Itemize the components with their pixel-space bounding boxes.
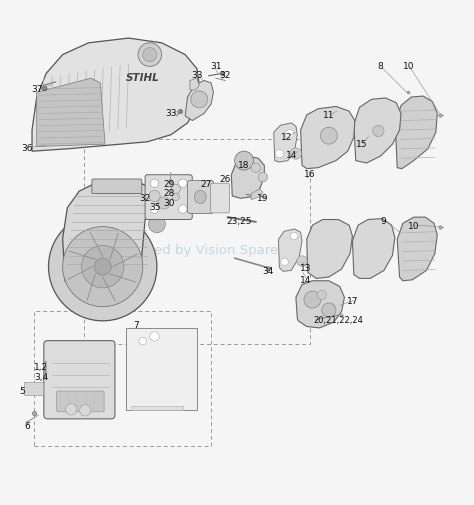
Text: 12: 12 bbox=[281, 132, 292, 141]
Text: 27: 27 bbox=[201, 180, 212, 189]
Polygon shape bbox=[36, 78, 105, 146]
Polygon shape bbox=[278, 229, 302, 271]
Text: 15: 15 bbox=[356, 139, 368, 148]
Bar bbox=[24, 382, 43, 395]
Text: 29: 29 bbox=[163, 180, 174, 189]
Circle shape bbox=[373, 125, 384, 136]
Text: 37: 37 bbox=[31, 85, 43, 94]
Circle shape bbox=[297, 256, 307, 266]
Polygon shape bbox=[63, 182, 152, 297]
Polygon shape bbox=[397, 217, 438, 281]
Polygon shape bbox=[251, 189, 263, 199]
Text: 32: 32 bbox=[219, 71, 231, 80]
Circle shape bbox=[143, 47, 157, 62]
Circle shape bbox=[179, 179, 187, 187]
Bar bbox=[126, 328, 197, 411]
Text: 10: 10 bbox=[403, 62, 415, 71]
Polygon shape bbox=[185, 80, 213, 121]
Text: 6: 6 bbox=[25, 422, 30, 431]
Circle shape bbox=[172, 193, 180, 200]
Text: 33: 33 bbox=[165, 109, 177, 118]
FancyBboxPatch shape bbox=[56, 391, 104, 412]
Circle shape bbox=[191, 91, 208, 108]
Text: 17: 17 bbox=[346, 297, 358, 307]
Text: STIHL: STIHL bbox=[126, 73, 160, 83]
FancyBboxPatch shape bbox=[145, 175, 192, 220]
Polygon shape bbox=[353, 219, 395, 278]
Text: 28: 28 bbox=[163, 189, 174, 198]
Circle shape bbox=[48, 213, 157, 321]
Circle shape bbox=[258, 172, 268, 182]
Circle shape bbox=[82, 245, 124, 288]
Text: 14: 14 bbox=[300, 276, 311, 285]
Circle shape bbox=[138, 43, 162, 66]
Circle shape bbox=[179, 205, 187, 214]
Circle shape bbox=[304, 291, 321, 308]
Circle shape bbox=[171, 184, 181, 193]
Circle shape bbox=[290, 148, 301, 159]
Circle shape bbox=[317, 290, 327, 299]
Text: 11: 11 bbox=[323, 111, 335, 120]
Polygon shape bbox=[32, 38, 199, 151]
Text: 33: 33 bbox=[191, 71, 203, 80]
Circle shape bbox=[281, 258, 288, 266]
Polygon shape bbox=[301, 107, 355, 169]
Text: 31: 31 bbox=[210, 62, 221, 71]
Polygon shape bbox=[296, 281, 345, 328]
Circle shape bbox=[80, 405, 91, 416]
Polygon shape bbox=[274, 123, 297, 162]
Circle shape bbox=[290, 232, 298, 240]
Circle shape bbox=[149, 190, 160, 201]
FancyBboxPatch shape bbox=[44, 340, 115, 419]
Circle shape bbox=[320, 127, 337, 144]
Circle shape bbox=[139, 337, 146, 345]
Text: 5: 5 bbox=[20, 387, 26, 396]
FancyBboxPatch shape bbox=[92, 179, 142, 193]
Text: 8: 8 bbox=[378, 62, 383, 71]
Text: 18: 18 bbox=[238, 161, 250, 170]
Circle shape bbox=[251, 163, 261, 172]
Text: 7: 7 bbox=[133, 321, 138, 330]
Text: 14: 14 bbox=[285, 152, 297, 161]
Text: 19: 19 bbox=[257, 194, 269, 203]
Text: 1,2: 1,2 bbox=[35, 364, 48, 373]
Circle shape bbox=[275, 149, 283, 158]
Circle shape bbox=[150, 332, 159, 341]
Circle shape bbox=[322, 303, 336, 317]
Circle shape bbox=[148, 216, 165, 233]
Bar bbox=[131, 406, 183, 411]
Circle shape bbox=[65, 404, 77, 415]
Circle shape bbox=[150, 179, 159, 187]
Polygon shape bbox=[307, 220, 353, 278]
FancyBboxPatch shape bbox=[188, 180, 213, 214]
Text: 35: 35 bbox=[149, 203, 160, 212]
Text: 13: 13 bbox=[300, 265, 311, 274]
Circle shape bbox=[158, 197, 170, 209]
Polygon shape bbox=[395, 96, 438, 169]
Text: 16: 16 bbox=[304, 170, 316, 179]
Text: 9: 9 bbox=[380, 217, 386, 226]
Circle shape bbox=[63, 227, 143, 307]
Circle shape bbox=[94, 258, 111, 275]
Text: 32: 32 bbox=[139, 194, 151, 203]
Circle shape bbox=[150, 205, 159, 214]
Circle shape bbox=[285, 129, 294, 138]
Polygon shape bbox=[190, 78, 199, 90]
Text: 23,25: 23,25 bbox=[227, 217, 252, 226]
Text: 30: 30 bbox=[163, 198, 174, 208]
Text: 20,21,22,24: 20,21,22,24 bbox=[313, 316, 363, 325]
Polygon shape bbox=[231, 156, 264, 198]
Ellipse shape bbox=[194, 190, 206, 204]
Text: 10: 10 bbox=[408, 222, 419, 231]
FancyBboxPatch shape bbox=[210, 183, 229, 213]
Circle shape bbox=[235, 151, 254, 170]
Text: 26: 26 bbox=[219, 175, 231, 184]
Text: Powered by Vision Spares: Powered by Vision Spares bbox=[114, 243, 285, 257]
Text: 36: 36 bbox=[21, 144, 33, 154]
Text: 34: 34 bbox=[262, 267, 273, 276]
Polygon shape bbox=[354, 98, 401, 163]
Text: 3,4: 3,4 bbox=[35, 373, 48, 382]
